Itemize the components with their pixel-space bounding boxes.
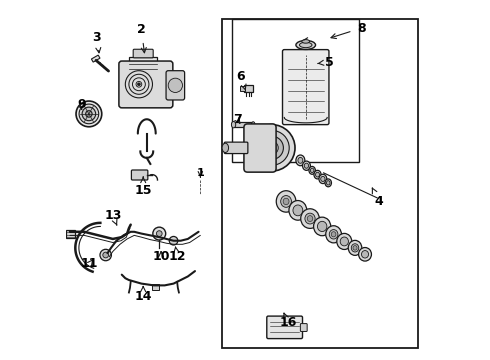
Ellipse shape [299, 42, 312, 48]
FancyBboxPatch shape [283, 50, 329, 125]
FancyBboxPatch shape [119, 61, 173, 108]
Text: 9: 9 [77, 99, 86, 112]
Ellipse shape [281, 195, 292, 207]
Ellipse shape [362, 251, 368, 258]
Text: 4: 4 [372, 188, 383, 208]
Ellipse shape [321, 176, 325, 181]
Circle shape [153, 227, 166, 240]
Ellipse shape [348, 240, 362, 255]
Text: 6: 6 [236, 70, 246, 90]
Ellipse shape [319, 174, 327, 184]
FancyBboxPatch shape [129, 57, 157, 76]
Circle shape [156, 231, 162, 237]
Bar [222, 19, 418, 348]
FancyBboxPatch shape [244, 124, 276, 172]
FancyBboxPatch shape [267, 316, 302, 339]
Circle shape [103, 252, 109, 258]
Circle shape [138, 83, 140, 86]
Circle shape [100, 249, 111, 261]
Text: 13: 13 [104, 209, 122, 225]
Ellipse shape [305, 213, 315, 224]
Text: 10: 10 [152, 250, 170, 263]
Ellipse shape [283, 198, 289, 204]
FancyBboxPatch shape [300, 324, 307, 332]
Ellipse shape [318, 221, 327, 231]
Ellipse shape [222, 143, 228, 153]
Text: 2: 2 [137, 23, 146, 53]
FancyBboxPatch shape [224, 142, 248, 154]
FancyBboxPatch shape [131, 170, 148, 180]
Ellipse shape [82, 107, 96, 121]
Bar [232, 19, 359, 162]
Circle shape [169, 237, 178, 245]
Ellipse shape [79, 104, 98, 124]
Ellipse shape [302, 161, 310, 170]
Bar [92, 55, 100, 62]
Ellipse shape [301, 209, 319, 228]
Ellipse shape [359, 248, 371, 261]
Text: 1: 1 [196, 168, 204, 178]
Ellipse shape [304, 163, 309, 168]
Ellipse shape [340, 237, 348, 246]
Ellipse shape [302, 40, 310, 43]
Ellipse shape [326, 181, 330, 185]
Circle shape [260, 136, 283, 159]
Ellipse shape [296, 41, 316, 49]
Ellipse shape [337, 233, 352, 249]
Ellipse shape [314, 217, 331, 236]
FancyBboxPatch shape [152, 284, 159, 290]
Text: 3: 3 [93, 31, 101, 53]
Text: 5: 5 [318, 55, 333, 69]
Circle shape [168, 78, 182, 93]
Ellipse shape [293, 205, 303, 216]
FancyBboxPatch shape [166, 71, 185, 100]
Ellipse shape [307, 216, 313, 221]
Ellipse shape [310, 168, 314, 172]
Ellipse shape [314, 170, 321, 179]
Text: 14: 14 [134, 287, 152, 303]
FancyBboxPatch shape [66, 230, 75, 238]
Text: 7: 7 [233, 113, 242, 126]
Text: 11: 11 [81, 257, 98, 270]
Text: 16: 16 [279, 313, 296, 329]
Ellipse shape [326, 226, 342, 243]
Ellipse shape [86, 111, 92, 117]
Ellipse shape [309, 166, 316, 174]
Ellipse shape [351, 244, 359, 252]
Text: 8: 8 [331, 22, 366, 39]
Ellipse shape [251, 122, 255, 127]
Ellipse shape [231, 121, 236, 128]
Ellipse shape [296, 155, 305, 166]
Ellipse shape [353, 246, 357, 250]
Ellipse shape [298, 157, 303, 163]
FancyBboxPatch shape [241, 86, 245, 91]
FancyBboxPatch shape [244, 85, 253, 93]
Circle shape [254, 130, 289, 165]
Ellipse shape [325, 179, 331, 187]
FancyBboxPatch shape [234, 122, 253, 127]
Circle shape [248, 125, 295, 171]
Ellipse shape [289, 201, 307, 220]
Ellipse shape [331, 232, 336, 237]
Ellipse shape [316, 172, 319, 177]
FancyBboxPatch shape [133, 49, 153, 58]
Text: 15: 15 [134, 177, 152, 197]
Ellipse shape [329, 230, 338, 239]
Ellipse shape [76, 101, 102, 127]
Ellipse shape [276, 191, 296, 212]
Circle shape [265, 141, 278, 154]
Circle shape [269, 145, 274, 150]
Text: 12: 12 [169, 247, 186, 263]
